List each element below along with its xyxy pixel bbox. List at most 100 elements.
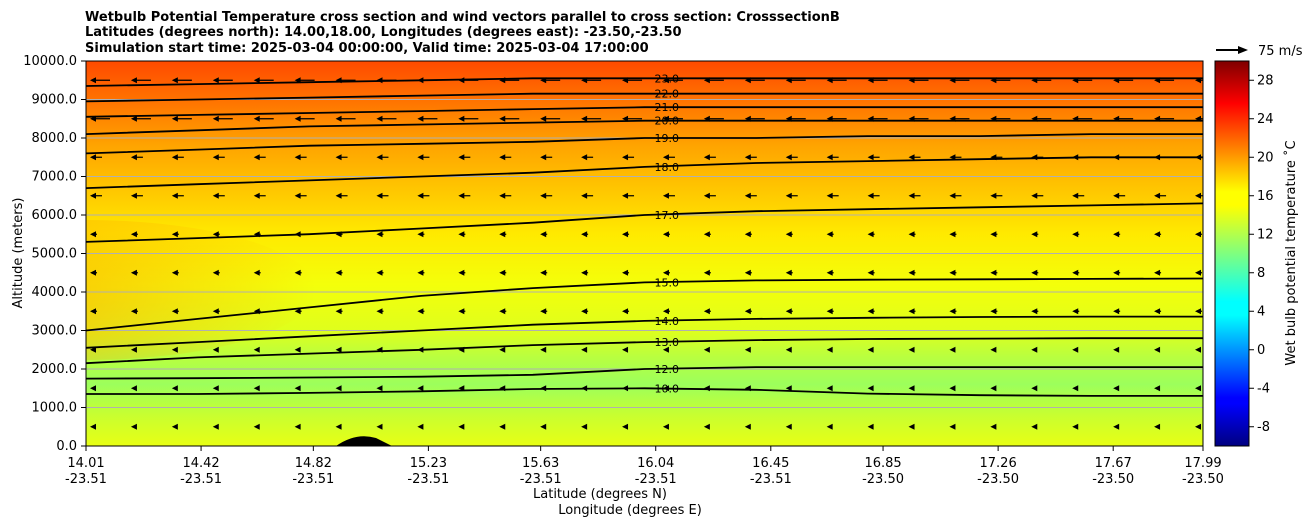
x-tick-label-lat: 15.63 (522, 456, 559, 471)
wind-arrow (703, 423, 710, 430)
wind-arrow (212, 231, 220, 238)
wind-arrowhead-icon (867, 231, 874, 238)
colorbar-tick-label: -4 (1257, 381, 1270, 396)
wind-arrow (417, 154, 430, 161)
wind-arrowhead-icon (540, 154, 547, 161)
wind-arrow (744, 231, 752, 238)
wind-arrowhead-icon (376, 423, 383, 430)
wind-arrowhead-icon (212, 269, 219, 276)
wind-arrowhead-icon (908, 154, 915, 161)
wind-arrow (1154, 192, 1167, 199)
wind-arrowhead-icon (335, 154, 342, 161)
wind-arrowhead-icon (1113, 423, 1120, 430)
wind-arrow (171, 423, 178, 430)
wind-arrowhead-icon (540, 269, 547, 276)
reference-vector: 75 m/s (1216, 44, 1303, 59)
wind-arrowhead-icon (540, 115, 547, 122)
wind-arrowhead-icon (581, 269, 588, 276)
wind-arrowhead-icon (826, 423, 833, 430)
wind-arrow (171, 346, 178, 353)
wind-arrow (826, 308, 834, 315)
wind-arrow (417, 423, 424, 430)
wind-arrowhead-icon (949, 423, 956, 430)
wind-arrowhead-icon (253, 423, 260, 430)
wind-arrowhead-icon (785, 385, 792, 392)
wind-arrowhead-icon (908, 269, 915, 276)
x-tick-label-lat: 15.23 (410, 456, 447, 471)
x-tick-label-lat: 14.01 (67, 456, 104, 471)
y-tick-label: 4000.0 (32, 285, 78, 300)
wind-arrowhead-icon (212, 231, 219, 238)
colorbar-tick-label: 0 (1257, 343, 1265, 358)
wind-arrow (90, 231, 97, 238)
wind-arrowhead-icon (335, 115, 342, 122)
wind-arrow (581, 269, 589, 276)
wind-arrow (130, 231, 138, 238)
wind-arrow (294, 385, 301, 392)
wind-arrowhead-icon (908, 346, 915, 353)
terrain-blob (336, 436, 392, 446)
wind-arrowhead-icon (458, 115, 465, 122)
wind-arrow (335, 308, 343, 315)
wind-arrowhead-icon (1072, 423, 1079, 430)
wind-arrowhead-icon (499, 192, 506, 199)
x-tick-label-lon: -23.50 (1182, 472, 1224, 487)
x-tick-label-lon: -23.51 (292, 472, 334, 487)
wind-arrowhead-icon (212, 423, 219, 430)
wind-arrow (1154, 269, 1162, 276)
wind-arrow (1195, 423, 1201, 430)
wind-arrow (908, 154, 921, 161)
wind-arrowhead-icon (1154, 231, 1161, 238)
wind-arrow (540, 308, 548, 315)
wind-arrow (499, 192, 512, 199)
wind-arrowhead-icon (253, 77, 260, 84)
wind-arrowhead-icon (703, 423, 710, 430)
wind-arrow (1154, 231, 1162, 238)
colorbar-tick-label: 24 (1257, 112, 1274, 127)
x-tick-label-lat: 14.42 (182, 456, 219, 471)
wind-arrow (212, 346, 219, 353)
x-tick-label-lon: -23.51 (65, 472, 107, 487)
x-tick-label-lon: -23.50 (862, 472, 904, 487)
y-axis: 0.0 1000.0 2000.0 3000.0 4000.0 5000.0 6000.0 7… (23, 54, 86, 454)
wind-arrow (581, 192, 594, 199)
colorbar-ticks: -8 -4 0 4 8 12 16 20 24 28 (1249, 73, 1274, 435)
wind-arrowhead-icon (376, 269, 383, 276)
wind-arrowhead-icon (703, 308, 710, 315)
wind-arrowhead-icon (212, 192, 219, 199)
contour-label: 17.0 (655, 209, 680, 222)
wind-arrow (90, 385, 96, 392)
wind-arrowhead-icon (744, 423, 751, 430)
wind-arrowhead-icon (335, 308, 342, 315)
wind-arrow (253, 346, 260, 353)
wind-arrowhead-icon (253, 192, 260, 199)
wind-arrow (1072, 192, 1085, 199)
wind-arrow (785, 346, 792, 353)
wind-arrowhead-icon (990, 192, 997, 199)
wind-arrowhead-icon (171, 77, 178, 84)
contour-line (86, 366, 1203, 380)
x-tick-label-lon: -23.51 (750, 472, 792, 487)
wind-arrow (581, 115, 602, 122)
contour-line (86, 77, 1203, 87)
wind-arrowhead-icon (499, 346, 506, 353)
x-tick-label-lon: -23.51 (520, 472, 562, 487)
wind-arrow (417, 308, 425, 315)
wind-arrowhead-icon (826, 192, 833, 199)
wind-arrow (908, 346, 915, 353)
wind-arrow (826, 423, 833, 430)
wind-arrowhead-icon (130, 154, 137, 161)
wind-arrow (1072, 346, 1079, 353)
wind-arrowhead-icon (622, 308, 629, 315)
wind-arrowhead-icon (662, 269, 669, 276)
wind-arrow (499, 346, 506, 353)
wind-arrowhead-icon (744, 269, 751, 276)
wind-arrowhead-icon (908, 231, 915, 238)
wind-arrow (540, 346, 547, 353)
wind-arrowhead-icon (417, 269, 424, 276)
wind-arrow (335, 423, 342, 430)
x-axis-label-lon: Longitude (degrees E) (558, 503, 702, 518)
wind-arrow (908, 423, 915, 430)
wind-arrowhead-icon (335, 346, 342, 353)
wind-arrowhead-icon (622, 269, 629, 276)
